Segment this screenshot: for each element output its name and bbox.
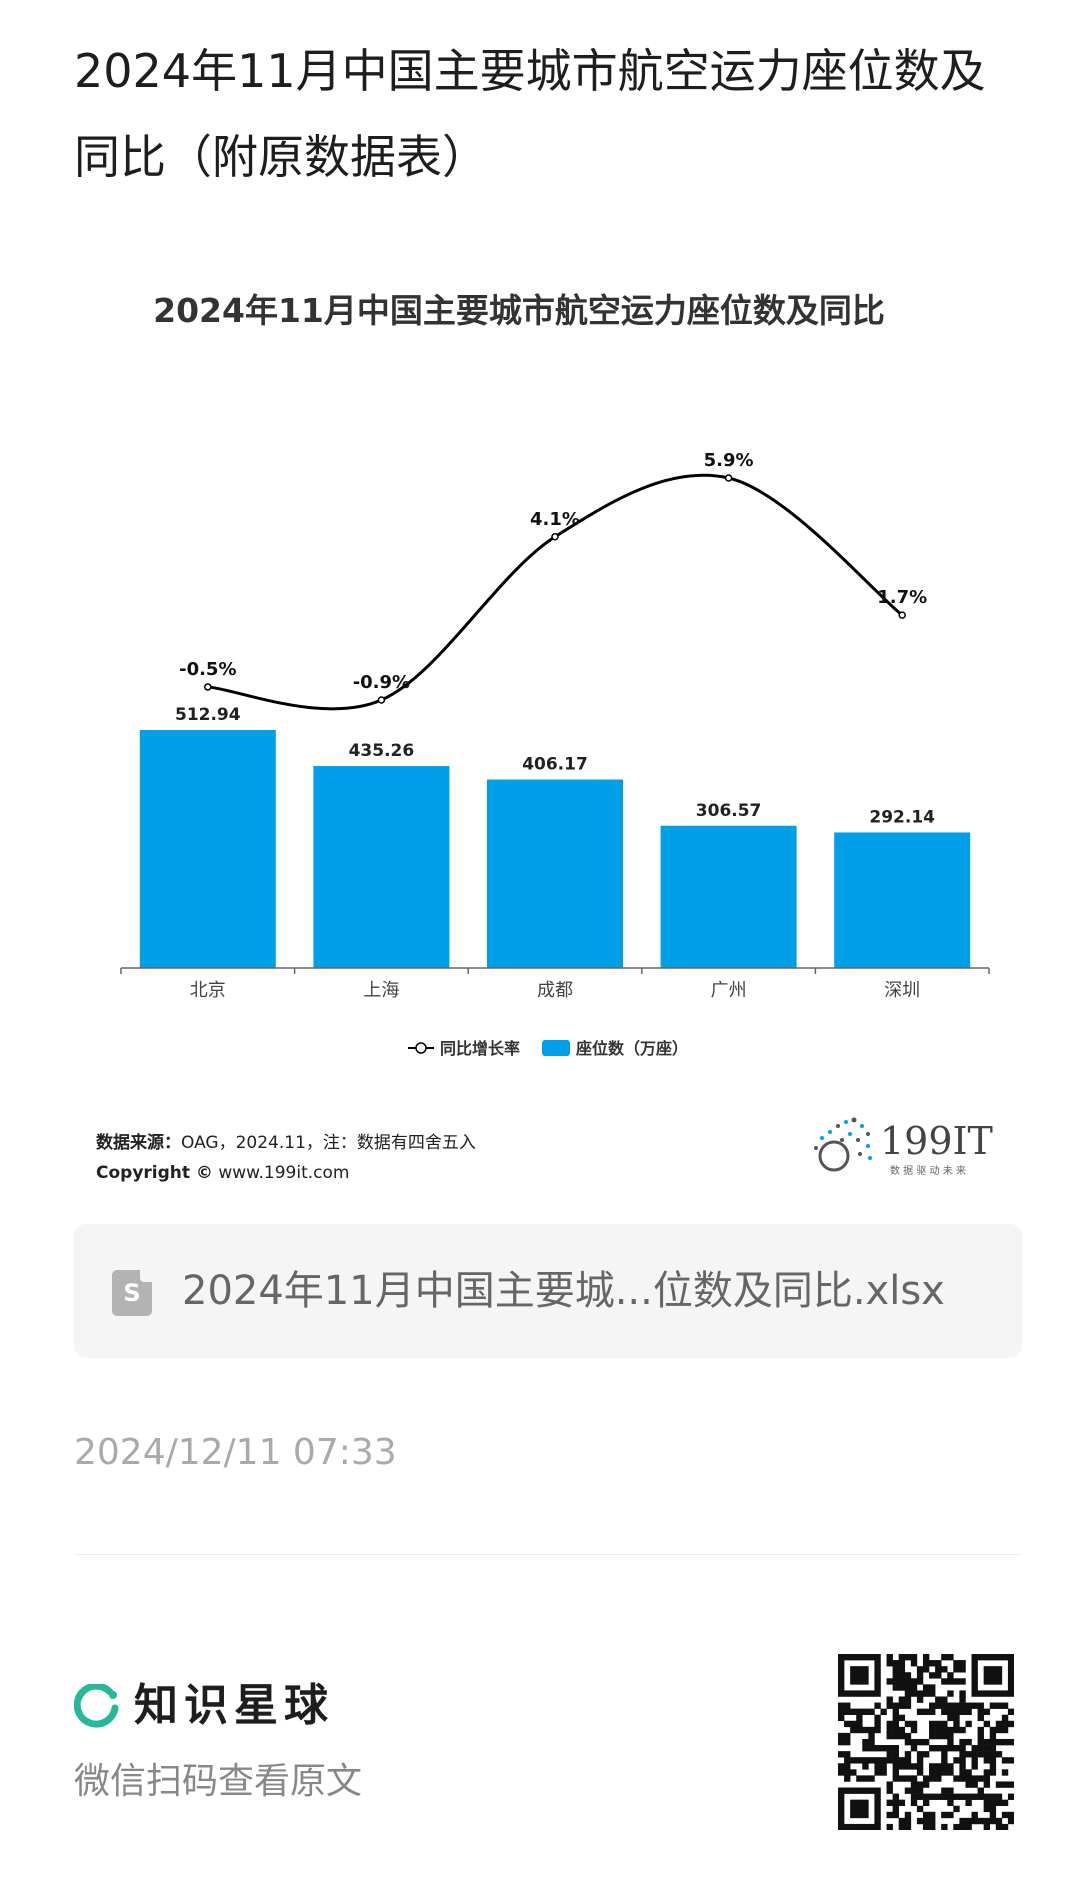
legend-line-label: 同比增长率 [440,1039,520,1058]
rate-label-2: 4.1% [530,509,580,530]
data-source-note: 数据来源：OAG，2024.11，注：数据有四舍五入 Copyright © w… [96,1128,476,1188]
attachment-file-name: 2024年11月中国主要城...位数及同比.xlsx [182,1268,945,1314]
bar-label-1: 435.26 [349,741,415,761]
bar-2 [487,779,623,968]
bar-3 [660,825,797,968]
copyright-label: Copyright © [96,1163,213,1183]
file-icon-letter: S [123,1279,141,1307]
page-title: 2024年11月中国主要城市航空运力座位数及同比（附原数据表） [74,44,986,184]
x-tick-label-2: 成都 [537,980,573,1001]
copyright-site: www.199it.com [212,1163,350,1183]
rate-label-3: 5.9% [704,450,754,471]
x-tick-label-1: 上海 [363,980,399,1001]
attachment-file-card[interactable]: S 2024年11月中国主要城...位数及同比.xlsx [74,1224,1022,1358]
source-label: 数据来源： [96,1133,181,1153]
rate-point-4 [898,611,906,619]
source-text: OAG，2024.11，注：数据有四舍五入 [181,1133,476,1153]
combo-chart: 2024年11月中国主要城市航空运力座位数及同比 512.94 435.26 406… [120,291,990,1058]
brand-name: 199IT [880,1119,993,1163]
bar-label-0: 512.94 [175,705,241,725]
brand-logo: 199IT 数 据 驱 动 未 来 [810,1112,1010,1182]
post-timestamp: 2024/12/11 07:33 [74,1432,397,1473]
rate-point-1 [377,696,386,704]
legend-bar-label: 座位数（万座） [575,1039,688,1058]
app-name: 知识星球 [134,1680,334,1731]
brand-slogan: 数 据 驱 动 未 来 [890,1164,966,1177]
dot-burst-icon [814,1117,872,1172]
bar-label-3: 306.57 [696,801,762,821]
scan-hint: 微信扫码查看原文 [74,1761,363,1802]
legend-bar-swatch [542,1040,570,1056]
chart-title: 2024年11月中国主要城市航空运力座位数及同比 [153,291,885,330]
zsxq-ring-icon [74,1684,119,1728]
rate-point-0 [204,683,212,691]
bar-1 [313,766,450,968]
rate-label-4: 1.7% [877,587,927,608]
spreadsheet-file-icon: S [112,1270,152,1316]
legend-line-marker [415,1042,427,1054]
qr-code[interactable] [838,1654,1015,1831]
bar-label-4: 292.14 [869,807,935,827]
rate-point-3 [724,474,733,482]
rate-label-0: -0.5% [179,659,236,680]
bar-4 [834,832,971,968]
rate-point-2 [551,533,559,541]
chart-card: 2024年11月中国主要城市航空运力座位数及同比 512.94 435.26 406… [74,270,1004,1210]
bar-0 [139,730,276,968]
rate-label-1: -0.9% [353,672,410,693]
x-tick-label-4: 深圳 [884,980,920,1001]
x-tick-label-0: 北京 [190,980,226,1001]
bar-label-2: 406.17 [522,755,588,775]
divider [74,1554,1022,1555]
x-tick-label-3: 广州 [711,980,747,1001]
